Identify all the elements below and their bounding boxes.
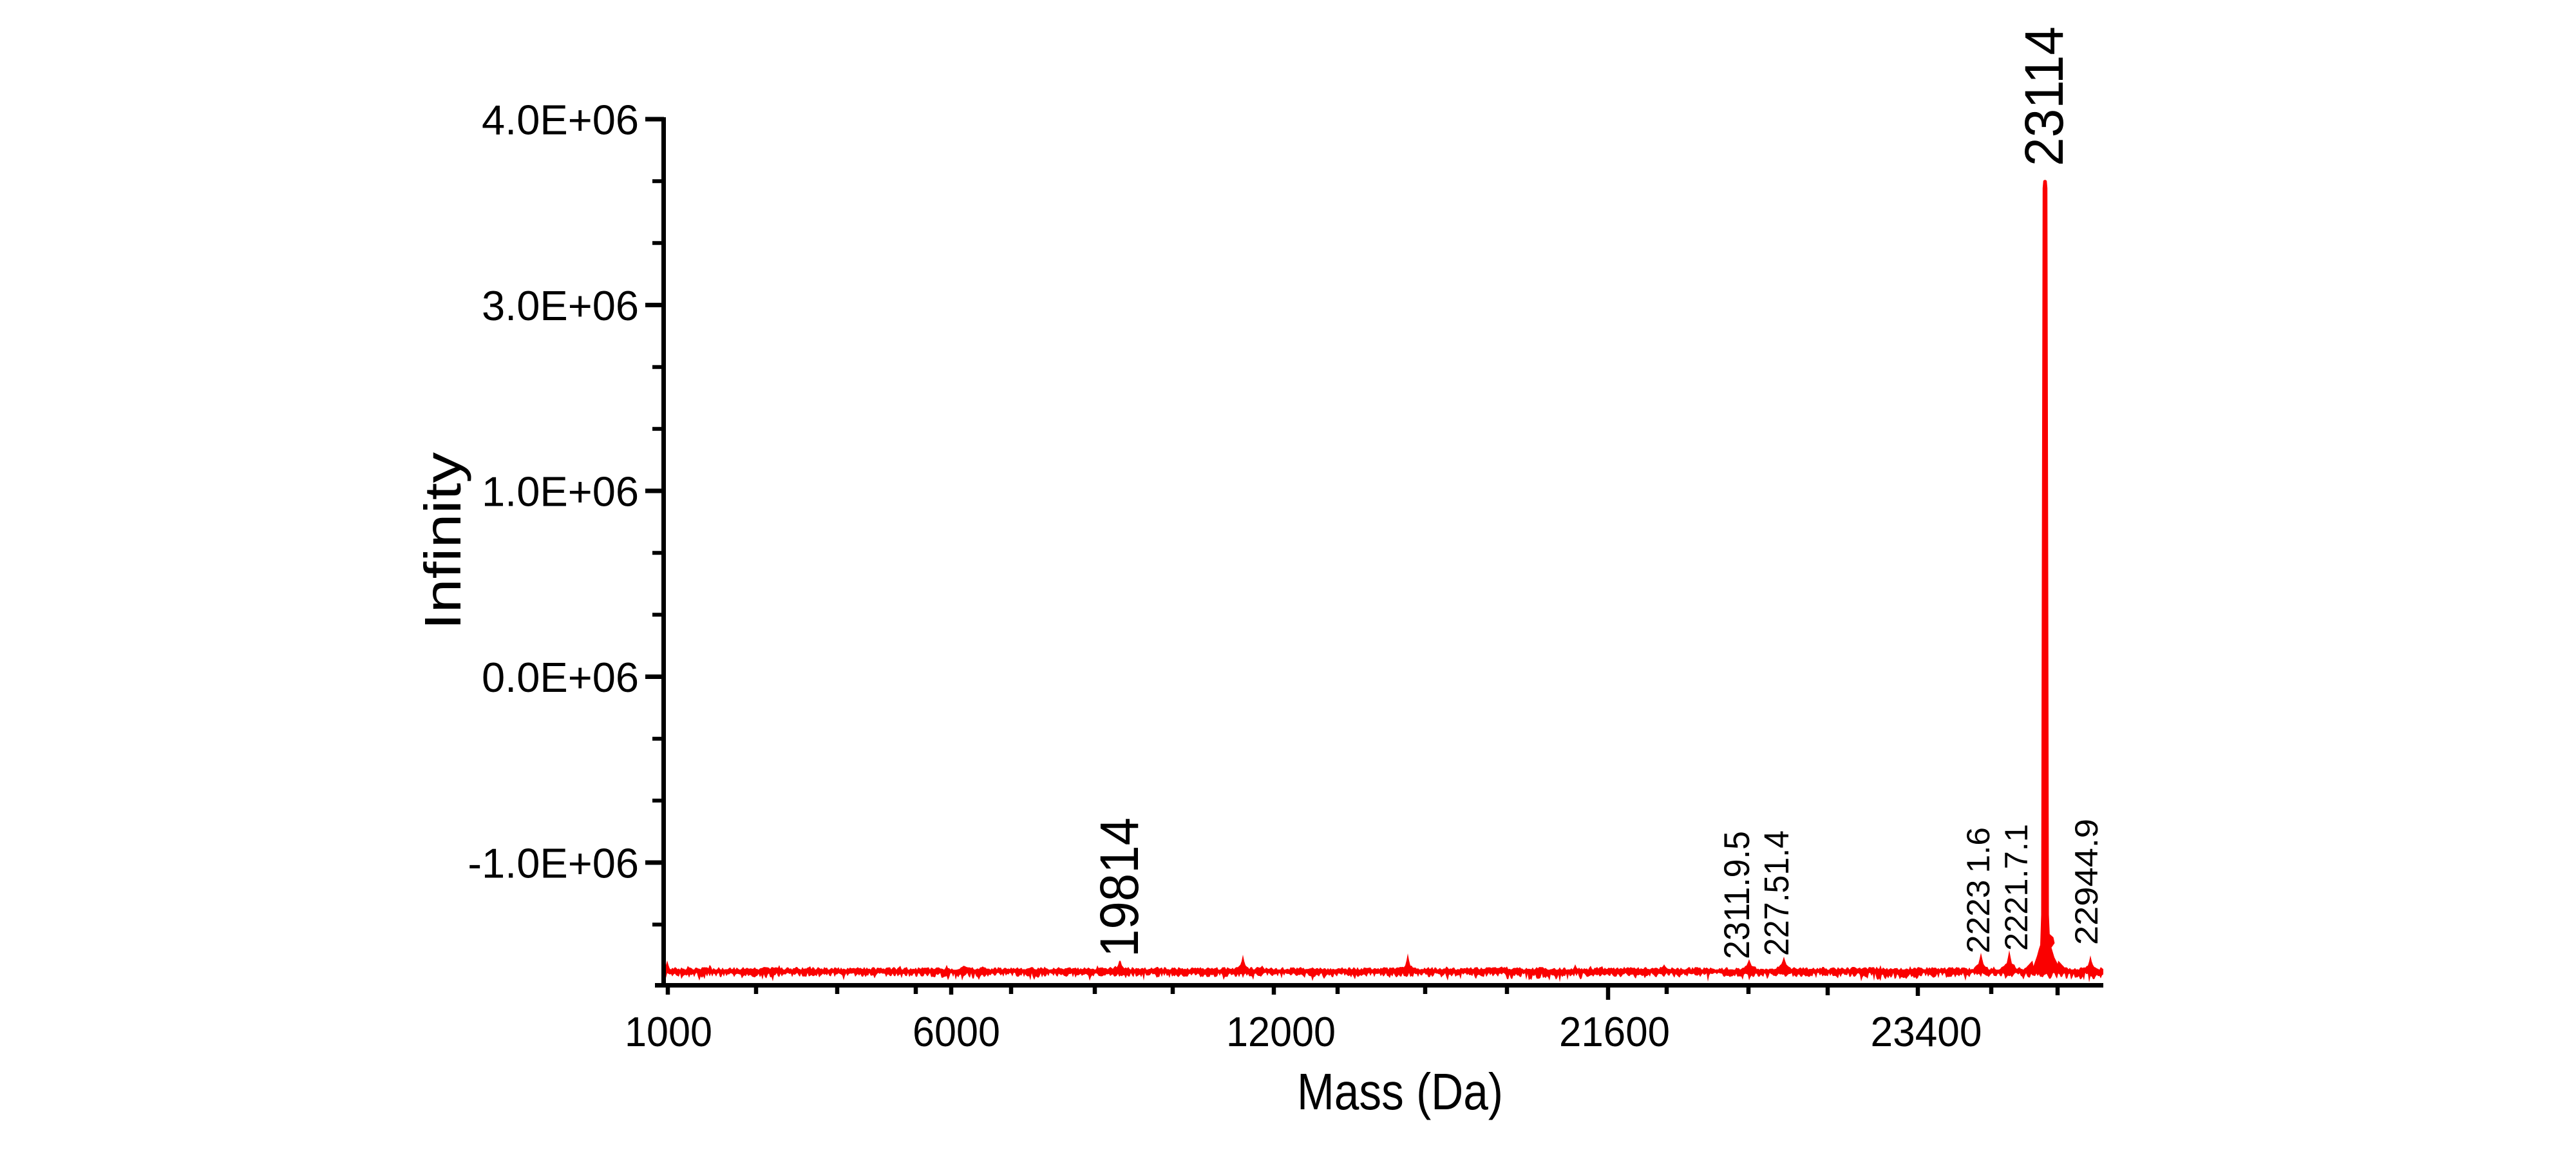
svg-text:0.0E+06: 0.0E+06 bbox=[482, 654, 639, 701]
svg-text:6000: 6000 bbox=[913, 1008, 1000, 1055]
svg-text:1.0E+06: 1.0E+06 bbox=[482, 468, 639, 515]
svg-text:21600: 21600 bbox=[1559, 1008, 1670, 1055]
svg-text:227.51.4: 227.51.4 bbox=[1757, 830, 1796, 956]
svg-text:12000: 12000 bbox=[1226, 1008, 1336, 1055]
svg-text:19814: 19814 bbox=[1089, 817, 1150, 957]
svg-text:3.0E+06: 3.0E+06 bbox=[482, 282, 639, 329]
svg-text:2221.7.1: 2221.7.1 bbox=[1998, 824, 2034, 951]
svg-text:2311.9.5: 2311.9.5 bbox=[1716, 831, 1757, 959]
svg-text:1000: 1000 bbox=[625, 1008, 712, 1055]
svg-text:Infinity: Infinity bbox=[414, 452, 471, 630]
svg-text:23114: 23114 bbox=[2014, 26, 2074, 166]
svg-text:Mass (Da): Mass (Da) bbox=[1297, 1063, 1503, 1120]
svg-text:23400: 23400 bbox=[1871, 1008, 1982, 1055]
svg-text:-1.0E+06: -1.0E+06 bbox=[468, 840, 639, 887]
svg-text:4.0E+06: 4.0E+06 bbox=[482, 97, 639, 144]
svg-text:22944.9: 22944.9 bbox=[2069, 819, 2105, 945]
svg-text:2223 1.6: 2223 1.6 bbox=[1960, 827, 1996, 953]
